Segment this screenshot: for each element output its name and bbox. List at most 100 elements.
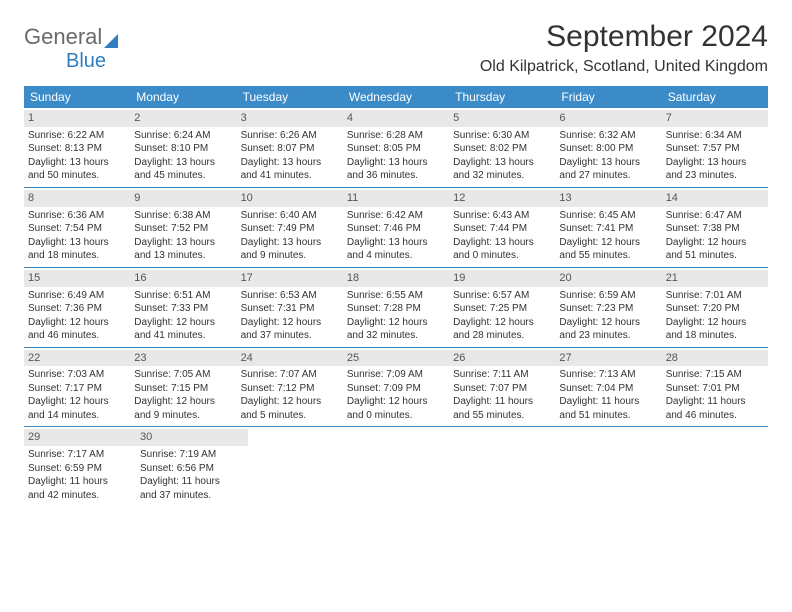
day-cell: 7Sunrise: 6:34 AMSunset: 7:57 PMDaylight… [662,108,768,187]
day-info-line: Sunset: 8:05 PM [347,142,445,156]
empty-cell [248,427,352,506]
day-info-line: Daylight: 13 hours [134,156,232,170]
day-info-line: and 37 minutes. [140,489,244,503]
day-info-line: Daylight: 12 hours [241,316,339,330]
day-info-line: Daylight: 12 hours [666,316,764,330]
day-info-line: Sunset: 7:54 PM [28,222,126,236]
day-info-line: Sunset: 8:02 PM [453,142,551,156]
day-number: 10 [237,190,343,207]
day-info-line: Daylight: 13 hours [666,156,764,170]
day-cell: 18Sunrise: 6:55 AMSunset: 7:28 PMDayligh… [343,268,449,347]
week-row: 15Sunrise: 6:49 AMSunset: 7:36 PMDayligh… [24,268,768,348]
day-number: 29 [24,429,136,446]
day-info-line: Sunset: 7:36 PM [28,302,126,316]
day-info-line: Daylight: 11 hours [453,395,551,409]
day-info-line: and 55 minutes. [559,249,657,263]
day-info-line: Sunrise: 6:47 AM [666,209,764,223]
day-info-line: Daylight: 12 hours [241,395,339,409]
day-cell: 12Sunrise: 6:43 AMSunset: 7:44 PMDayligh… [449,188,555,267]
day-info-line: Daylight: 13 hours [28,156,126,170]
day-info-line: Sunset: 7:44 PM [453,222,551,236]
day-info-line: Sunrise: 6:53 AM [241,289,339,303]
day-info-line: and 45 minutes. [134,169,232,183]
day-info-line: and 18 minutes. [28,249,126,263]
location-text: Old Kilpatrick, Scotland, United Kingdom [480,58,768,76]
week-row: 8Sunrise: 6:36 AMSunset: 7:54 PMDaylight… [24,188,768,268]
day-info-line: Sunrise: 6:26 AM [241,129,339,143]
day-info-line: Sunset: 7:23 PM [559,302,657,316]
day-info-line: Daylight: 11 hours [559,395,657,409]
day-number: 28 [662,350,768,367]
day-number: 4 [343,110,449,127]
day-info-line: Sunset: 7:20 PM [666,302,764,316]
day-info-line: Sunrise: 6:38 AM [134,209,232,223]
day-cell: 4Sunrise: 6:28 AMSunset: 8:05 PMDaylight… [343,108,449,187]
day-info-line: Sunset: 7:52 PM [134,222,232,236]
empty-cell [456,427,560,506]
day-info-line: and 13 minutes. [134,249,232,263]
day-info-line: and 18 minutes. [666,329,764,343]
week-row: 1Sunrise: 6:22 AMSunset: 8:13 PMDaylight… [24,108,768,188]
day-info-line: and 5 minutes. [241,409,339,423]
logo: General Blue [24,24,122,73]
month-title: September 2024 [480,20,768,54]
day-cell: 14Sunrise: 6:47 AMSunset: 7:38 PMDayligh… [662,188,768,267]
day-info-line: and 36 minutes. [347,169,445,183]
day-info-line: and 32 minutes. [347,329,445,343]
day-info-line: Sunrise: 7:09 AM [347,368,445,382]
day-info-line: and 51 minutes. [559,409,657,423]
day-info-line: Sunset: 7:12 PM [241,382,339,396]
day-info-line: Daylight: 13 hours [559,156,657,170]
day-info-line: Daylight: 13 hours [28,236,126,250]
day-cell: 5Sunrise: 6:30 AMSunset: 8:02 PMDaylight… [449,108,555,187]
day-number: 27 [555,350,661,367]
day-cell: 13Sunrise: 6:45 AMSunset: 7:41 PMDayligh… [555,188,661,267]
day-info-line: Daylight: 13 hours [347,236,445,250]
day-info-line: Sunset: 7:25 PM [453,302,551,316]
header-row: General Blue September 2024 Old Kilpatri… [24,20,768,76]
day-number: 13 [555,190,661,207]
day-number: 23 [130,350,236,367]
day-cell: 16Sunrise: 6:51 AMSunset: 7:33 PMDayligh… [130,268,236,347]
day-info-line: Sunrise: 7:03 AM [28,368,126,382]
day-info-line: Sunrise: 6:43 AM [453,209,551,223]
day-info-line: and 28 minutes. [453,329,551,343]
day-info-line: and 37 minutes. [241,329,339,343]
day-info-line: Sunset: 7:07 PM [453,382,551,396]
day-info-line: Sunrise: 6:40 AM [241,209,339,223]
day-number: 11 [343,190,449,207]
dow-cell: Monday [130,86,236,108]
day-info-line: Sunrise: 6:57 AM [453,289,551,303]
day-info-line: Daylight: 12 hours [347,316,445,330]
day-info-line: Daylight: 12 hours [666,236,764,250]
week-row: 29Sunrise: 7:17 AMSunset: 6:59 PMDayligh… [24,427,768,506]
dow-cell: Tuesday [237,86,343,108]
day-info-line: Daylight: 12 hours [559,236,657,250]
day-info-line: and 23 minutes. [666,169,764,183]
day-info-line: Sunrise: 7:01 AM [666,289,764,303]
day-info-line: Sunrise: 7:19 AM [140,448,244,462]
day-info-line: and 23 minutes. [559,329,657,343]
day-number: 9 [130,190,236,207]
empty-cell [352,427,456,506]
day-info-line: Sunrise: 6:32 AM [559,129,657,143]
day-cell: 28Sunrise: 7:15 AMSunset: 7:01 PMDayligh… [662,348,768,427]
day-info-line: Daylight: 12 hours [28,316,126,330]
day-info-line: Sunset: 7:33 PM [134,302,232,316]
day-number: 26 [449,350,555,367]
week-row: 22Sunrise: 7:03 AMSunset: 7:17 PMDayligh… [24,348,768,428]
day-info-line: and 51 minutes. [666,249,764,263]
day-number: 17 [237,270,343,287]
day-cell: 19Sunrise: 6:57 AMSunset: 7:25 PMDayligh… [449,268,555,347]
day-info-line: Sunset: 6:56 PM [140,462,244,476]
day-info-line: Sunset: 7:15 PM [134,382,232,396]
day-info-line: Sunrise: 6:28 AM [347,129,445,143]
day-info-line: Daylight: 13 hours [241,236,339,250]
day-number: 6 [555,110,661,127]
day-info-line: Sunset: 7:49 PM [241,222,339,236]
day-info-line: Sunset: 6:59 PM [28,462,132,476]
day-cell: 2Sunrise: 6:24 AMSunset: 8:10 PMDaylight… [130,108,236,187]
day-number: 21 [662,270,768,287]
day-info-line: and 4 minutes. [347,249,445,263]
day-cell: 1Sunrise: 6:22 AMSunset: 8:13 PMDaylight… [24,108,130,187]
